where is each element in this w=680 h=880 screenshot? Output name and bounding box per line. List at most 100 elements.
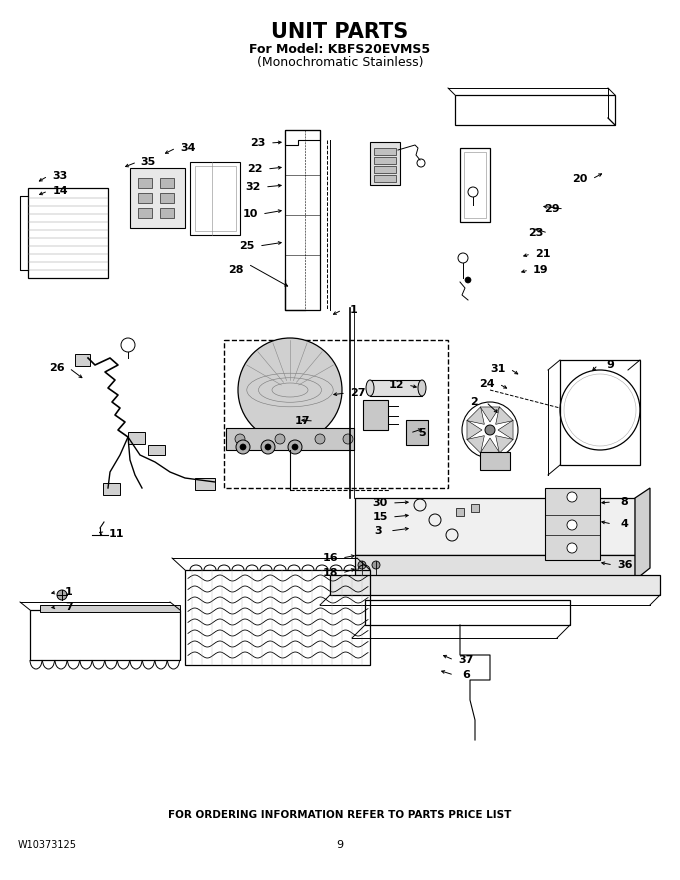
Bar [138,193,152,203]
Text: 31: 31 [490,364,506,374]
Text: 36: 36 [617,560,633,570]
Polygon shape [467,407,484,424]
Circle shape [567,492,577,502]
Text: UNIT PARTS: UNIT PARTS [271,22,409,42]
Text: 11: 11 [108,529,124,539]
Polygon shape [130,168,185,228]
Text: 12: 12 [388,380,404,390]
Ellipse shape [366,380,374,396]
Circle shape [57,590,67,600]
Bar [160,193,174,203]
Text: 1: 1 [350,305,358,315]
Polygon shape [496,407,513,424]
Bar [160,178,174,188]
Circle shape [261,440,275,454]
Text: 23: 23 [528,228,544,238]
Circle shape [372,561,380,569]
Polygon shape [480,438,500,453]
Text: 37: 37 [458,655,474,665]
Circle shape [567,543,577,553]
Circle shape [292,444,298,450]
Text: For Model: KBFS20EVMS5: For Model: KBFS20EVMS5 [250,43,430,56]
Text: 25: 25 [239,241,255,251]
Polygon shape [480,452,510,470]
Circle shape [315,434,325,444]
Text: 6: 6 [462,670,470,680]
Text: 15: 15 [373,512,388,522]
Polygon shape [226,428,354,450]
Text: 28: 28 [228,265,243,275]
Bar [224,340,448,488]
Polygon shape [467,436,484,453]
Polygon shape [363,400,388,430]
Polygon shape [480,407,500,422]
Bar [138,208,152,218]
Text: 19: 19 [533,265,549,275]
Text: 9: 9 [606,360,614,370]
Polygon shape [355,498,635,555]
Text: 33: 33 [52,171,67,181]
Text: 23: 23 [250,138,266,148]
Circle shape [288,440,302,454]
Bar [374,157,396,164]
Text: 16: 16 [322,553,338,563]
Polygon shape [355,555,635,580]
Text: 10: 10 [242,209,258,219]
Circle shape [275,434,285,444]
Circle shape [343,434,353,444]
Circle shape [240,444,246,450]
Bar [374,175,396,182]
Polygon shape [40,605,180,612]
Bar [374,166,396,173]
Text: FOR ORDERING INFORMATION REFER TO PARTS PRICE LIST: FOR ORDERING INFORMATION REFER TO PARTS … [169,810,511,820]
Polygon shape [545,488,600,560]
Bar [138,178,152,188]
Circle shape [265,444,271,450]
Text: 32: 32 [245,182,260,192]
Bar [456,508,464,516]
Polygon shape [103,483,120,495]
Text: 7: 7 [65,602,73,612]
Text: 30: 30 [373,498,388,508]
Polygon shape [195,478,215,490]
Polygon shape [330,575,660,595]
Text: (Monochromatic Stainless): (Monochromatic Stainless) [257,56,423,69]
Text: 2: 2 [470,397,478,407]
Circle shape [567,520,577,530]
Text: 20: 20 [573,174,588,184]
Text: 18: 18 [322,568,338,578]
Text: 3: 3 [374,526,381,536]
Text: 26: 26 [49,363,65,373]
Polygon shape [75,354,90,366]
Text: 5: 5 [418,428,426,438]
Text: 29: 29 [544,204,560,214]
Polygon shape [467,421,482,440]
Text: W10373125: W10373125 [18,840,77,850]
Text: 8: 8 [620,497,628,507]
Text: 9: 9 [337,840,343,850]
Polygon shape [370,142,400,185]
Text: 17: 17 [294,416,310,426]
Text: 22: 22 [248,164,262,174]
Circle shape [238,338,342,442]
Bar [374,148,396,155]
Bar [471,504,479,512]
Polygon shape [498,421,513,440]
Text: 27: 27 [350,388,366,398]
Ellipse shape [418,380,426,396]
Bar [160,208,174,218]
Polygon shape [406,420,428,445]
Text: 21: 21 [535,249,551,259]
Polygon shape [635,488,650,580]
Circle shape [485,425,495,435]
Circle shape [358,561,366,569]
Polygon shape [128,432,145,444]
Polygon shape [370,380,422,396]
Text: 24: 24 [479,379,495,389]
Text: 14: 14 [52,186,68,196]
Text: 1: 1 [65,587,73,597]
Polygon shape [148,445,165,455]
Text: 35: 35 [140,157,156,167]
Polygon shape [496,436,513,453]
Circle shape [235,434,245,444]
